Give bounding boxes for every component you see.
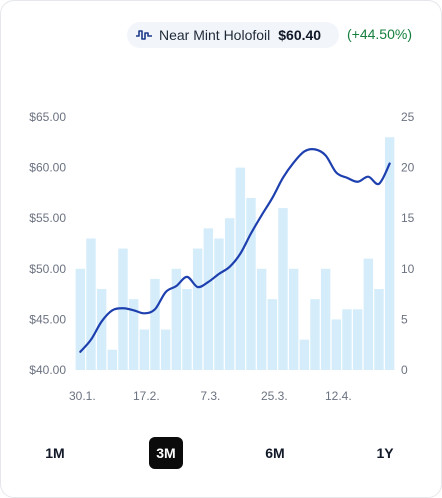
price-chart[interactable]: $40.00 $45.00 $50.00 $55.00 $60.00 $65.00 0 5 1… xyxy=(0,0,442,430)
range-button-1y[interactable]: 1Y xyxy=(376,445,394,461)
volume-bar xyxy=(384,137,395,370)
volume-bar xyxy=(246,197,256,370)
y-right-tick-label: 0 xyxy=(401,363,408,377)
x-tick-label: 25.3. xyxy=(261,389,288,403)
x-tick-label: 7.3. xyxy=(200,389,220,403)
range-button-3m[interactable]: 3M xyxy=(149,437,183,469)
price-line xyxy=(79,148,391,353)
y-axis-right: 0 5 10 15 20 25 xyxy=(401,110,415,377)
volume-bar xyxy=(203,228,214,370)
y-right-tick-label: 20 xyxy=(401,161,415,175)
y-right-tick-label: 15 xyxy=(401,211,415,225)
volume-bar xyxy=(256,268,267,370)
volume-bar xyxy=(182,289,192,370)
volume-bar xyxy=(160,329,171,370)
volume-bar xyxy=(128,299,139,370)
volume-bar xyxy=(214,238,224,370)
y-right-tick-label: 10 xyxy=(401,262,415,276)
volume-bar xyxy=(342,309,352,370)
volume-bars xyxy=(75,137,395,370)
y-left-tick-label: $45.00 xyxy=(29,312,66,326)
legend-price-change: (+44.50%) xyxy=(347,26,412,42)
volume-bar xyxy=(267,299,278,370)
x-axis: 30.1. 17.2. 7.3. 25.3. 12.4. xyxy=(69,389,352,403)
volume-bar xyxy=(288,268,299,370)
y-right-tick-label: 25 xyxy=(401,110,415,124)
y-left-tick-label: $40.00 xyxy=(29,363,66,377)
volume-bar xyxy=(224,218,235,370)
x-tick-label: 17.2. xyxy=(133,389,160,403)
series-legend[interactable]: Near Mint Holofoil $60.40 xyxy=(127,22,339,48)
volume-bar xyxy=(331,319,342,370)
legend-series-name: Near Mint Holofoil xyxy=(159,27,271,43)
volume-bar xyxy=(75,268,86,370)
volume-bar xyxy=(86,238,96,370)
volume-bar xyxy=(320,268,331,370)
x-tick-label: 12.4. xyxy=(325,389,352,403)
pulse-line-icon xyxy=(135,28,153,42)
legend-current-price: $60.40 xyxy=(278,27,322,43)
range-button-6m[interactable]: 6M xyxy=(265,445,285,461)
volume-bar xyxy=(150,278,160,370)
y-axis-left: $40.00 $45.00 $50.00 $55.00 $60.00 $65.00 xyxy=(29,110,66,377)
volume-bar xyxy=(192,248,203,370)
y-left-tick-label: $55.00 xyxy=(29,211,66,225)
volume-bar xyxy=(352,309,363,370)
volume-bar xyxy=(278,208,288,370)
y-left-tick-label: $65.00 xyxy=(29,110,66,124)
volume-bar xyxy=(374,289,384,370)
volume-bar xyxy=(235,167,246,370)
volume-bar xyxy=(363,258,374,370)
price-line-layer xyxy=(79,148,391,353)
volume-bar xyxy=(310,299,320,370)
range-button-1m[interactable]: 1M xyxy=(45,445,65,461)
volume-bar xyxy=(171,268,182,370)
volume-bar xyxy=(96,289,107,370)
y-right-tick-label: 5 xyxy=(401,312,408,326)
volume-bar xyxy=(299,339,310,370)
y-left-tick-label: $60.00 xyxy=(29,161,66,175)
y-left-tick-label: $50.00 xyxy=(29,262,66,276)
x-tick-label: 30.1. xyxy=(69,389,96,403)
volume-bar xyxy=(139,329,150,370)
volume-bar xyxy=(107,349,118,370)
